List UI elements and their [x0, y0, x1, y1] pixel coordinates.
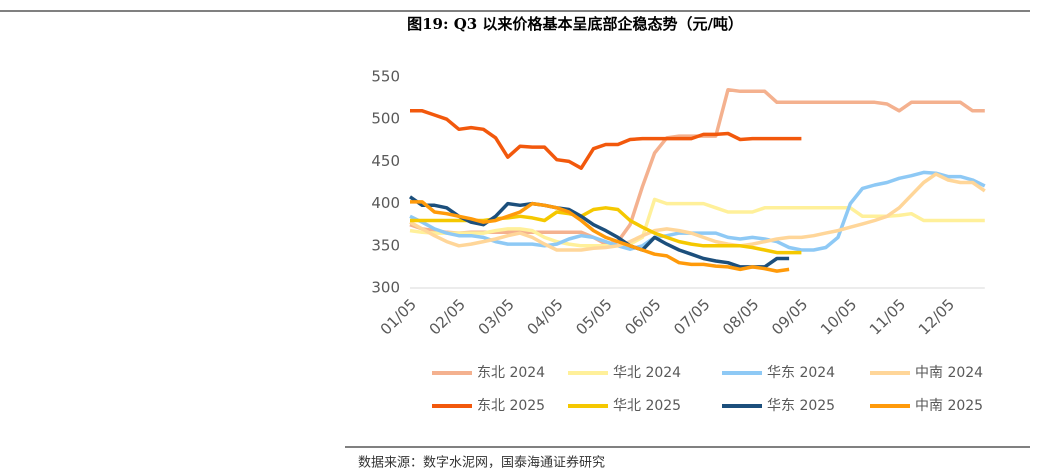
x-tick-label: 03/05: [475, 295, 518, 338]
x-tick-label: 01/05: [377, 295, 420, 338]
x-tick-label: 05/05: [572, 295, 615, 338]
x-tick-label: 06/05: [621, 295, 664, 338]
series-line: [410, 109, 802, 170]
x-tick-label: 07/05: [670, 295, 713, 338]
x-tick-label: 10/05: [817, 295, 860, 338]
legend-label: 中南 2024: [915, 365, 983, 381]
legend-label: 中南 2025: [915, 398, 983, 414]
y-tick-label: 500: [371, 110, 400, 128]
source: 数据来源：数字水泥网，国泰海通证券研究: [358, 455, 605, 471]
legend-label: 华北 2024: [613, 365, 681, 381]
legend-label: 东北 2024: [477, 365, 545, 381]
x-tick-label: 09/05: [768, 295, 811, 338]
y-tick-label: 350: [371, 236, 400, 254]
x-tick-label: 08/05: [719, 295, 762, 338]
y-tick-label: 400: [371, 194, 400, 212]
series-line: [409, 170, 986, 252]
legend-label: 华东 2024: [767, 365, 835, 381]
x-tick-label: 12/05: [915, 295, 958, 338]
legend-label: 华北 2025: [613, 398, 681, 414]
chart-title: 图19: Q3 以来价格基本呈底部企稳态势（元/吨）: [407, 15, 743, 33]
series-line: [409, 172, 986, 252]
series-line: [408, 195, 790, 269]
y-tick-label: 300: [371, 279, 400, 297]
y-tick-label: 550: [371, 68, 400, 86]
x-tick-label: 02/05: [426, 295, 469, 338]
x-tick-label: 04/05: [523, 295, 566, 338]
series-line: [410, 200, 790, 273]
x-tick-label: 11/05: [866, 295, 909, 338]
legend-label: 东北 2025: [477, 398, 545, 414]
y-tick-label: 450: [371, 152, 400, 170]
legend-label: 华东 2025: [767, 398, 835, 414]
